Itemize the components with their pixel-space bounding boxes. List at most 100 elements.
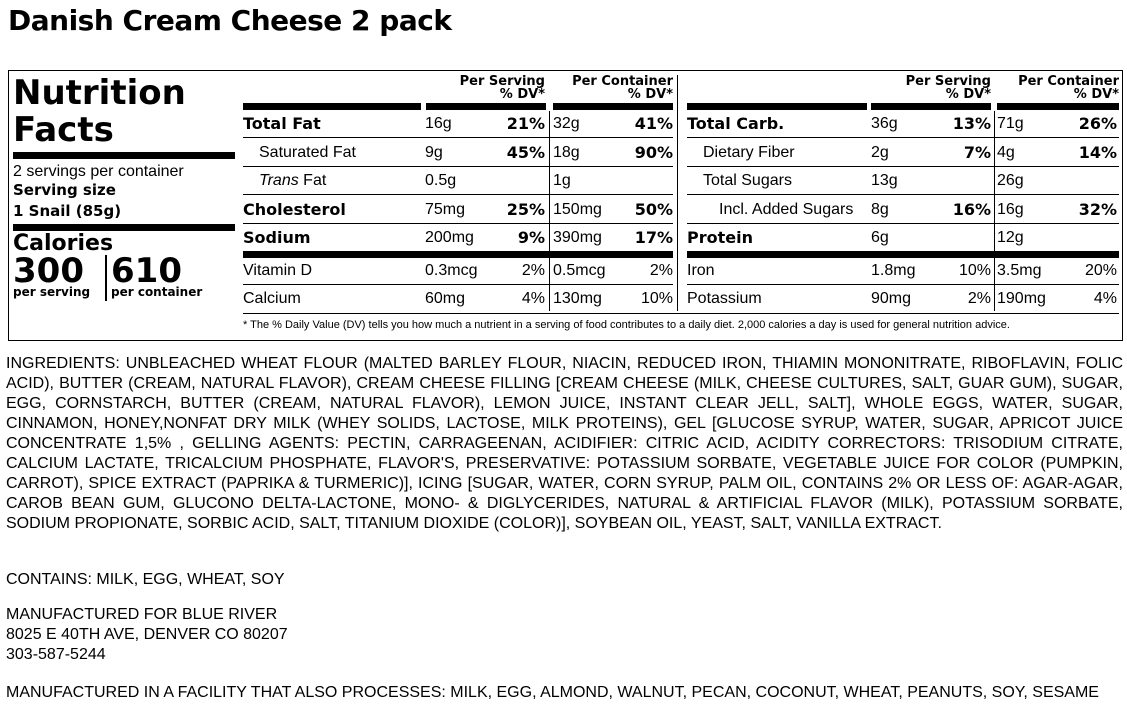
container-amount: 130mg bbox=[553, 290, 602, 307]
trans-italic: Trans bbox=[259, 172, 299, 189]
serving-amount: 6g bbox=[871, 229, 889, 246]
left-col-head-container: Per Container % DV* bbox=[555, 75, 673, 101]
serving-rule bbox=[13, 224, 235, 231]
dv-footnote: * The % Daily Value (DV) tells you how m… bbox=[243, 319, 1010, 331]
container-dv: 50% bbox=[634, 200, 673, 219]
container-amount: 390mg bbox=[553, 229, 602, 246]
col-head-dv: % DV* bbox=[1073, 87, 1119, 102]
manufacturer-phone: 303-587-5244 bbox=[6, 646, 106, 663]
row-rule bbox=[243, 194, 673, 195]
per-serving-label: per serving bbox=[13, 285, 91, 299]
serving-dv: 45% bbox=[506, 143, 545, 162]
serving-amount: 2g bbox=[871, 144, 889, 161]
calories-per-serving: 300 bbox=[13, 251, 84, 291]
col-head-title: Per Container bbox=[1018, 74, 1119, 89]
allergen-statement: CONTAINS: MILK, EGG, WHEAT, SOY bbox=[6, 571, 285, 588]
serving-amount: 36g bbox=[871, 115, 898, 132]
rule bbox=[553, 103, 673, 110]
nutrition-facts-panel: Nutrition Facts 2 servings per container… bbox=[8, 70, 1123, 341]
col-divider bbox=[994, 111, 995, 311]
serving-amount: 200mg bbox=[425, 229, 474, 246]
container-dv: 26% bbox=[1078, 114, 1117, 133]
footnote-rule bbox=[243, 313, 1119, 314]
nutrient-name: Total Carb. bbox=[687, 114, 785, 133]
nutrient-name: Dietary Fiber bbox=[703, 144, 795, 161]
rule bbox=[871, 103, 991, 110]
serving-amount: 75mg bbox=[425, 201, 466, 218]
container-amount: 71g bbox=[997, 115, 1024, 132]
heading-line-2: Facts bbox=[13, 110, 114, 150]
per-container-label: per container bbox=[111, 285, 203, 299]
nutrient-name: Total Fat bbox=[243, 114, 321, 133]
manufacturer-info: MANUFACTURED FOR BLUE RIVER 8025 E 40TH … bbox=[6, 605, 1123, 665]
col-head-dv: % DV* bbox=[499, 87, 545, 102]
trans-rest: Fat bbox=[298, 172, 327, 189]
serving-dv: 2% bbox=[521, 262, 545, 279]
serving-amount: 8g bbox=[871, 201, 889, 218]
nutrient-name: Total Sugars bbox=[703, 172, 792, 189]
left-col-head-serving: Per Serving % DV* bbox=[427, 75, 545, 101]
serving-dv: 21% bbox=[506, 114, 545, 133]
facility-statement: MANUFACTURED IN A FACILITY THAT ALSO PRO… bbox=[6, 684, 1099, 701]
serving-amount: 1.8mg bbox=[871, 262, 916, 279]
nutrient-name: Sodium bbox=[243, 228, 311, 247]
table-divider bbox=[677, 75, 678, 311]
manufacturer-name: MANUFACTURED FOR BLUE RIVER bbox=[6, 606, 278, 623]
row-rule bbox=[243, 137, 673, 138]
container-dv: 90% bbox=[634, 143, 673, 162]
row-rule bbox=[243, 166, 673, 167]
rule bbox=[687, 103, 867, 110]
serving-dv: 16% bbox=[952, 200, 991, 219]
nutrient-name: Trans Fat bbox=[259, 172, 326, 190]
row-rule bbox=[243, 251, 673, 258]
container-dv: 32% bbox=[1078, 200, 1117, 219]
right-col-head-serving: Per Serving % DV* bbox=[873, 75, 991, 101]
row-rule bbox=[687, 166, 1119, 167]
container-amount: 12g bbox=[997, 229, 1024, 246]
rule bbox=[243, 103, 421, 110]
serving-dv: 4% bbox=[521, 290, 545, 307]
serving-amount: 0.3mcg bbox=[425, 262, 478, 279]
heading-rule bbox=[13, 152, 235, 159]
row-rule bbox=[243, 284, 673, 285]
serving-amount: 0.5g bbox=[425, 172, 457, 189]
right-col-head-container: Per Container % DV* bbox=[999, 75, 1119, 101]
container-amount: 150mg bbox=[553, 201, 602, 218]
container-dv: 41% bbox=[634, 114, 673, 133]
nutrient-name: Calcium bbox=[243, 290, 301, 307]
serving-amount: 60mg bbox=[425, 290, 466, 307]
serving-dv: 25% bbox=[506, 200, 545, 219]
row-rule bbox=[687, 137, 1119, 138]
serving-dv: 2% bbox=[967, 290, 991, 307]
manufacturer-address: 8025 E 40TH AVE, DENVER CO 80207 bbox=[6, 626, 288, 643]
container-dv: 2% bbox=[649, 262, 673, 279]
container-amount: 190mg bbox=[997, 290, 1046, 307]
row-rule bbox=[687, 284, 1119, 285]
calories-per-container: 610 bbox=[111, 251, 182, 291]
container-amount: 26g bbox=[997, 172, 1024, 189]
row-rule bbox=[243, 223, 673, 224]
serving-size-value: 1 Snail (85g) bbox=[13, 202, 122, 220]
serving-dv: 10% bbox=[958, 262, 991, 279]
product-title: Danish Cream Cheese 2 pack bbox=[8, 4, 452, 37]
col-head-title: Per Container bbox=[572, 74, 673, 89]
container-amount: 16g bbox=[997, 201, 1024, 218]
ingredients-text: INGREDIENTS: UNBLEACHED WHEAT FLOUR (MAL… bbox=[6, 355, 1123, 532]
nutrient-name: Saturated Fat bbox=[259, 144, 356, 161]
col-head-dv: % DV* bbox=[627, 87, 673, 102]
container-dv: 10% bbox=[640, 290, 673, 307]
serving-dv: 7% bbox=[963, 143, 991, 162]
row-rule bbox=[687, 251, 1119, 258]
serving-size-label: Serving size bbox=[13, 181, 116, 199]
nutrient-name: Cholesterol bbox=[243, 200, 346, 219]
serving-amount: 16g bbox=[425, 115, 452, 132]
nutrient-name: Iron bbox=[687, 262, 715, 279]
nutrient-name: Potassium bbox=[687, 290, 762, 307]
container-dv: 14% bbox=[1078, 143, 1117, 162]
container-dv: 4% bbox=[1093, 290, 1117, 307]
nutrition-facts-heading: Nutrition Facts bbox=[13, 75, 186, 149]
container-dv: 17% bbox=[634, 228, 673, 247]
col-head-title: Per Serving bbox=[905, 74, 991, 89]
serving-dv: 9% bbox=[517, 228, 545, 247]
rule bbox=[997, 103, 1119, 110]
